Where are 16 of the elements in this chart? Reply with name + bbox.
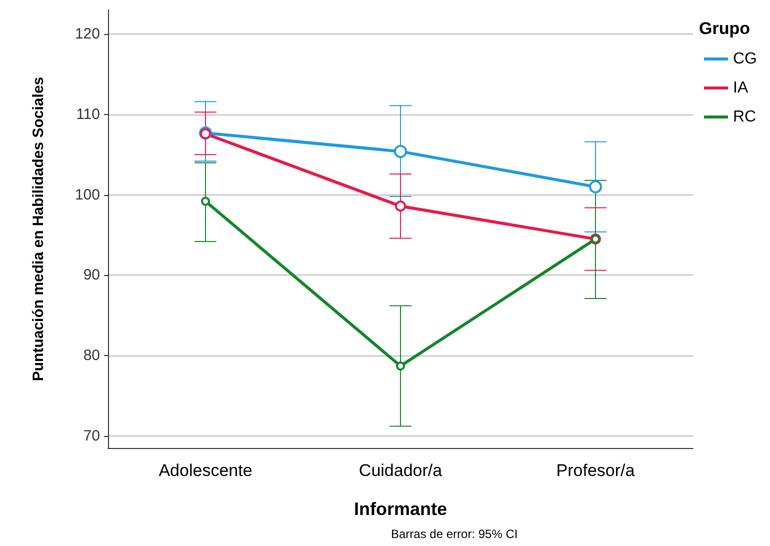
legend-label: IA bbox=[733, 80, 748, 96]
legend-label: RC bbox=[733, 108, 756, 126]
y-tick-label: 70 bbox=[83, 427, 100, 444]
y-tick-label: 90 bbox=[83, 266, 100, 284]
y-tick-label: 80 bbox=[83, 347, 100, 364]
legend-title: Grupo bbox=[699, 19, 750, 38]
x-tick-label: Profesor/a bbox=[556, 461, 636, 480]
x-axis-title: Informante bbox=[354, 499, 448, 519]
text: Barras de error: 95% CI bbox=[391, 527, 518, 541]
y-axis-title: Puntuación media en Habilidades Sociales bbox=[30, 76, 47, 382]
y-tick-label: 120 bbox=[74, 26, 100, 43]
x-tick-label: Adolescente bbox=[158, 461, 252, 480]
y-tick-label: 100 bbox=[74, 186, 100, 204]
x-tick-label: Cuidador/a bbox=[358, 461, 443, 480]
y-tick-label: 110 bbox=[76, 106, 100, 123]
legend-label: CG bbox=[733, 50, 757, 68]
